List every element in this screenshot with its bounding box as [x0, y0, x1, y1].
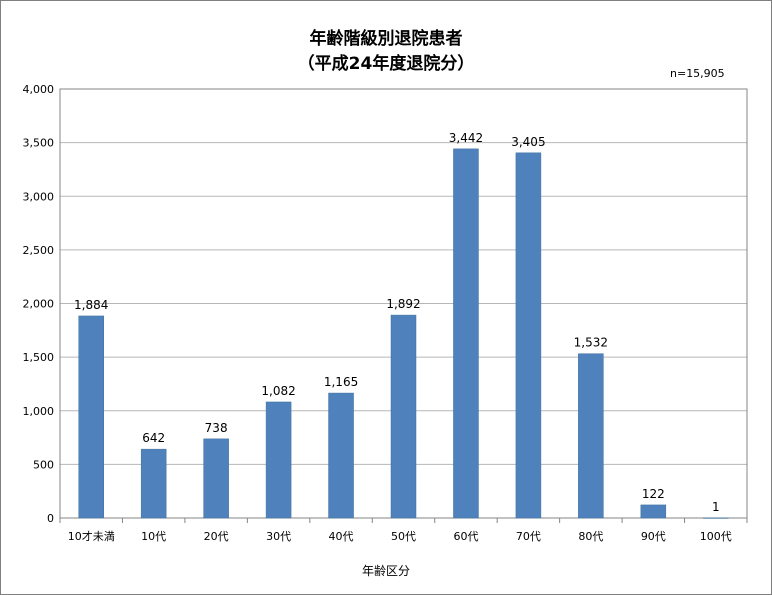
- bar: [203, 438, 229, 519]
- y-tick-label: 2,500: [23, 244, 55, 257]
- y-tick-label: 4,000: [23, 83, 55, 96]
- y-tick-label: 3,000: [23, 190, 55, 203]
- x-tick-label: 60代: [453, 530, 478, 543]
- bar: [78, 315, 104, 519]
- y-tick-label: 1,000: [23, 405, 55, 418]
- data-label: 1,165: [324, 375, 358, 389]
- data-label: 642: [142, 431, 165, 445]
- x-tick-label: 30代: [266, 530, 291, 543]
- x-tick-label: 50代: [391, 530, 416, 543]
- data-label: 3,405: [511, 135, 545, 149]
- chart-title: 年齢階級別退院患者: [309, 29, 463, 49]
- sample-size-note: n=15,905: [670, 67, 725, 80]
- bar: [515, 152, 542, 519]
- bar: [703, 517, 729, 519]
- x-tick-label: 90代: [641, 530, 666, 543]
- x-tick-label: 80代: [578, 530, 603, 543]
- x-tick-label: 70代: [516, 530, 541, 543]
- bar: [640, 504, 667, 519]
- bar: [265, 401, 292, 519]
- x-tick-label: 20代: [204, 530, 229, 543]
- data-label: 1: [712, 500, 720, 514]
- bar: [390, 314, 417, 519]
- data-label: 1,532: [574, 336, 608, 350]
- x-tick-label: 100代: [700, 530, 732, 543]
- bar: [328, 392, 354, 519]
- y-tick-label: 1,500: [23, 351, 55, 364]
- chart-subtitle: （平成24年度退院分）: [297, 54, 475, 74]
- y-tick-label: 500: [33, 458, 54, 471]
- x-tick-label: 10代: [141, 530, 166, 543]
- data-label: 1,884: [74, 298, 108, 312]
- x-axis-title: 年齢区分: [361, 564, 410, 578]
- data-label: 1,082: [261, 384, 295, 398]
- x-tick-label: 10才未満: [68, 529, 115, 543]
- y-tick-label: 0: [47, 512, 54, 525]
- data-label: 122: [642, 487, 665, 501]
- bar: [453, 148, 479, 519]
- y-tick-label: 3,500: [23, 137, 55, 150]
- data-label: 3,442: [449, 131, 483, 145]
- bar: [140, 448, 167, 519]
- data-label: 738: [205, 421, 228, 435]
- x-tick-label: 40代: [329, 530, 354, 543]
- y-tick-label: 2,000: [23, 298, 55, 311]
- bar: [578, 353, 604, 519]
- data-label: 1,892: [386, 297, 420, 311]
